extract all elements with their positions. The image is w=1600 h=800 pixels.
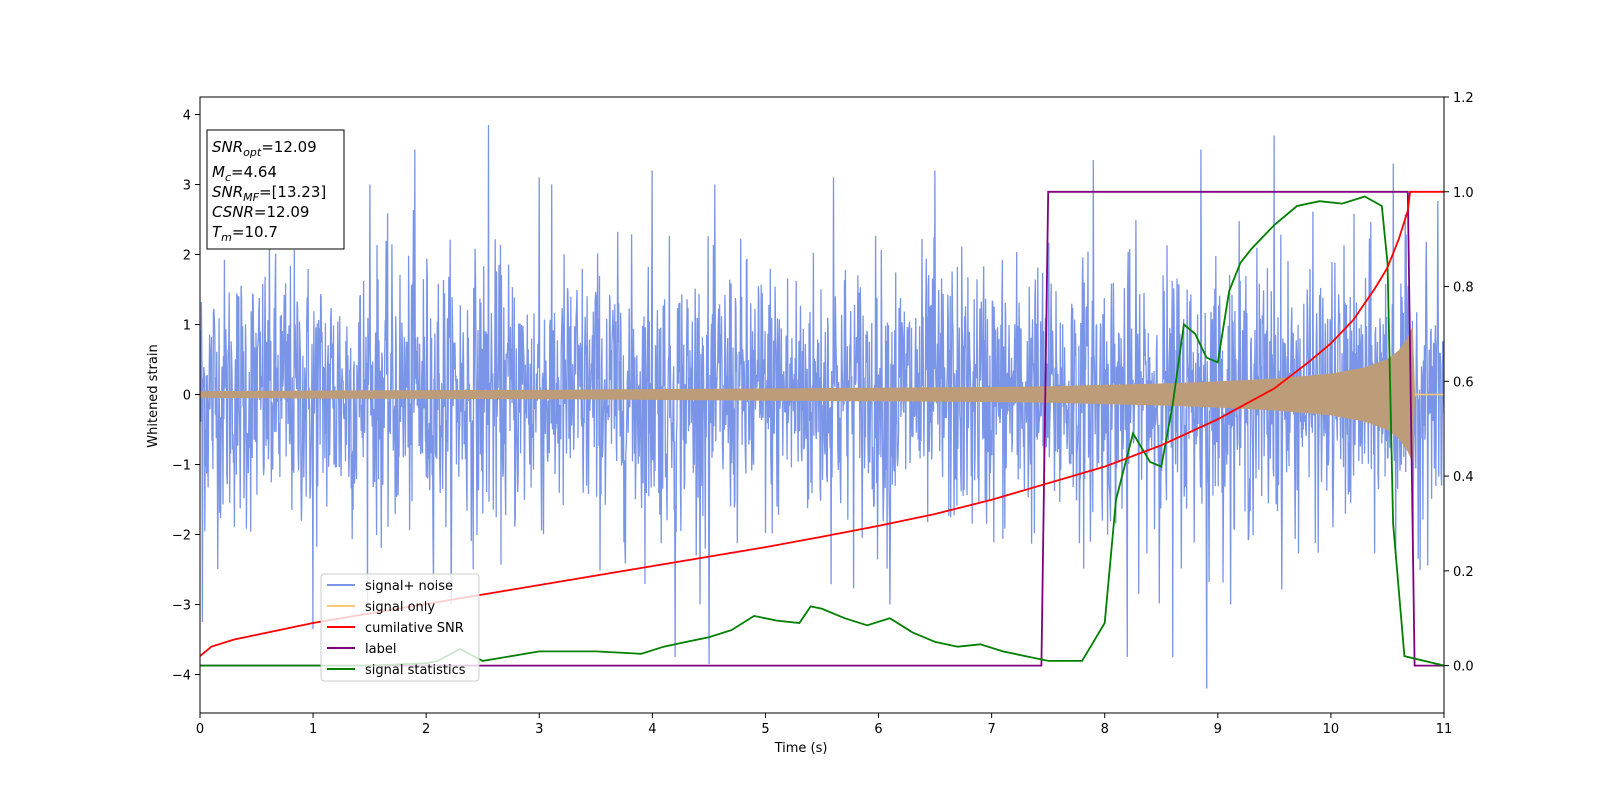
axes: 0 1 2 3 4 5 6 7 8 9 10 1143210−1−2−3−41.21.00.80.60… <box>172 91 1474 737</box>
x-tick-label: 9 <box>1214 722 1222 737</box>
y-right-tick-label: 0.0 <box>1453 660 1474 675</box>
y-tick-label: 3 <box>183 179 191 194</box>
x-tick-label: 1 <box>309 722 317 737</box>
y-right-tick-label: 0.2 <box>1453 565 1474 580</box>
info-annotation-box: SNRopt=12.09 Mc=4.64SNRMF=[13.23]CSNR=12.… <box>206 129 345 250</box>
x-tick-label: 11 <box>1436 722 1453 737</box>
x-tick-label: 7 <box>987 722 995 737</box>
info-line: SNRMF=[13.23] <box>212 183 326 204</box>
x-axis-label: Time (s) <box>774 741 828 756</box>
info-line: CSNR=12.09 <box>212 203 309 221</box>
info-line: Tm=10.7 <box>212 223 278 244</box>
series-signal-statistics-line <box>200 195 1444 667</box>
y-right-tick-label: 0.8 <box>1453 281 1474 296</box>
y-axis-label: Whitened strain <box>146 344 161 447</box>
x-tick-label: 6 <box>874 722 882 737</box>
x-tick-label: 3 <box>535 722 543 737</box>
legend-cumulative-snr-text: cumilative SNR <box>365 621 464 636</box>
y-tick-label: 0 <box>183 389 191 404</box>
legend-signal-only-text: signal only <box>365 600 435 615</box>
y-tick-label: −1 <box>172 459 191 474</box>
y-tick-label: −2 <box>172 529 191 544</box>
x-tick-label: 10 <box>1323 722 1340 737</box>
info-line: SNRopt=12.09 <box>212 138 317 159</box>
x-tick-label: 0 <box>196 722 204 737</box>
y-right-tick-label: 1.2 <box>1453 91 1474 106</box>
info-line: Mc=4.64 <box>212 163 277 184</box>
x-tick-label: 2 <box>422 722 430 737</box>
series-signal-noise-line <box>200 124 1444 689</box>
x-tick-label: 4 <box>648 722 656 737</box>
legend-signal-statistics-text: signal statistics <box>365 663 466 678</box>
legend: signal+ noise signal only cumilative SNR la… <box>320 573 480 682</box>
legend-frame <box>320 573 480 682</box>
info-box-frame <box>206 129 345 250</box>
legend-label-text: label <box>365 642 396 657</box>
x-tick-label: 8 <box>1101 722 1109 737</box>
y-tick-label: 1 <box>183 319 191 334</box>
y-right-tick-label: 0.6 <box>1453 375 1474 390</box>
y-tick-label: 2 <box>183 249 191 264</box>
series-label-line <box>200 190 1444 667</box>
y-right-tick-label: 0.4 <box>1453 470 1474 485</box>
y-right-tick-label: 1.0 <box>1453 186 1474 201</box>
y-tick-label: −4 <box>172 669 191 684</box>
legend-signal-noise-text: signal+ noise <box>365 579 453 594</box>
y-tick-label: −3 <box>172 599 191 614</box>
x-tick-label: 5 <box>761 722 769 737</box>
y-tick-label: 4 <box>183 109 191 124</box>
plot-frame <box>199 96 1445 714</box>
